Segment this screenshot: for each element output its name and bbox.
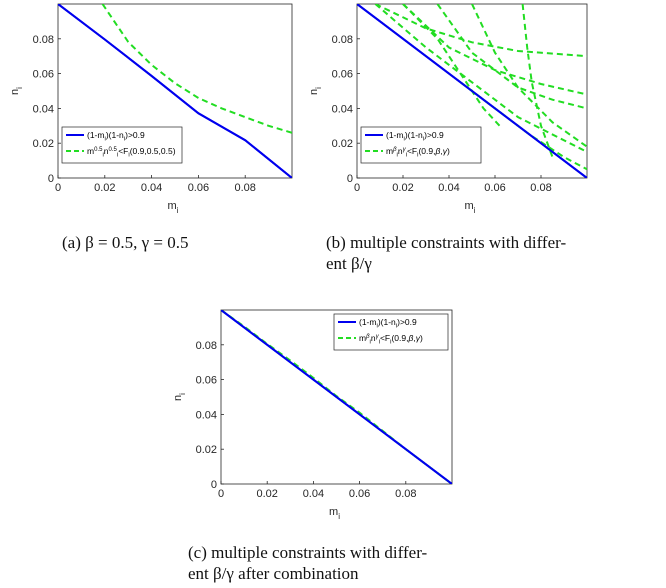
panel1-series-1-curve-4 xyxy=(471,4,587,148)
panel1-series-1-curve-6 xyxy=(402,4,501,127)
caption-a: (a) β = 0.5, γ = 0.5 xyxy=(62,232,188,253)
panel1-series-1-curve-3 xyxy=(374,4,587,153)
panel2-y-tick-label: 0.04 xyxy=(196,409,217,421)
panel0-y-tick-label: 0.06 xyxy=(33,69,54,81)
panel2-x-tick-label: 0.08 xyxy=(395,488,416,500)
panel0-x-tick-label: 0.06 xyxy=(188,182,209,194)
panel0-legend-label-0: (1-mi)(1-ni)>0.9 xyxy=(87,130,145,143)
panel2-legend-label-1: mβinγi<Fi(0.9,β,γ) xyxy=(359,333,423,346)
panel0-y-tick-label: 0.02 xyxy=(33,138,54,150)
panel2-y-tick-label: 0.02 xyxy=(196,444,217,456)
panel1-series-1-curve-5 xyxy=(521,4,554,158)
panel2-x-tick-label: 0.04 xyxy=(303,488,324,500)
panel2-y-axis-label: ni xyxy=(172,393,187,401)
panel1-series-1-curve-2 xyxy=(436,4,587,110)
panel0-y-tick-label: 0 xyxy=(48,173,54,185)
caption-c-line2: ent β/γ after combination xyxy=(188,564,359,583)
panel1-plot-area xyxy=(357,4,587,178)
panel1-series-1-curve-1 xyxy=(402,4,587,96)
panel0-x-tick-label: 0.02 xyxy=(94,182,115,194)
panel0-legend-label-1: m0.5in0.5i<Fi(0.9,0.5,0.5) xyxy=(87,146,176,159)
panel2-x-axis-label: mi xyxy=(329,506,340,521)
panel0-y-axis-label: ni xyxy=(9,87,24,95)
caption-c: (c) multiple constraints with differ- en… xyxy=(188,542,427,584)
panel1-legend-label-0: (1-mi)(1-ni)>0.9 xyxy=(386,130,444,143)
panel0-y-tick-label: 0.04 xyxy=(33,103,54,115)
caption-b-line2: ent β/γ xyxy=(326,254,372,273)
panel0-plot-area xyxy=(58,4,292,178)
panel2-y-tick-label: 0.06 xyxy=(196,375,217,387)
panel0-y-tick-label: 0.08 xyxy=(33,34,54,46)
panel1-y-tick-label: 0.08 xyxy=(332,34,353,46)
panel1-x-tick-label: 0.04 xyxy=(438,182,459,194)
panel0-legend-box xyxy=(61,126,183,164)
panel2-x-tick-label: 0.06 xyxy=(349,488,370,500)
panel1-series-1-curve-0 xyxy=(374,4,587,58)
panel0-series-0-line-top xyxy=(58,4,292,178)
panel2-legend-label-0: (1-mi)(1-ni)>0.9 xyxy=(359,317,417,330)
panel1-y-tick-label: 0.02 xyxy=(332,138,353,150)
panel1-series-0-line-top xyxy=(357,4,587,178)
panel1-y-tick-label: 0.06 xyxy=(332,69,353,81)
panel1-legend-box xyxy=(360,126,482,164)
panel2-y-tick-label: 0 xyxy=(211,479,217,491)
panel1-x-tick-label: 0 xyxy=(354,182,360,194)
panel0-x-axis-label: mi xyxy=(168,200,179,215)
panel1-x-tick-label: 0.02 xyxy=(392,182,413,194)
panel1-y-tick-label: 0.04 xyxy=(332,103,353,115)
panel2-series-0-line-top xyxy=(221,310,452,484)
panel0-x-tick-label: 0.08 xyxy=(234,182,255,194)
panel2-y-tick-label: 0.08 xyxy=(196,340,217,352)
panel1-y-axis-label: ni xyxy=(308,87,323,95)
panel2-plot-area xyxy=(221,310,452,484)
panel1-y-tick-label: 0 xyxy=(347,173,353,185)
panel0-series-1-line xyxy=(101,4,292,134)
panel2-x-tick-label: 0 xyxy=(218,488,224,500)
panel2-legend-box xyxy=(333,313,449,351)
panel1-x-tick-label: 0.06 xyxy=(484,182,505,194)
panel0-x-tick-label: 0.04 xyxy=(141,182,162,194)
caption-b: (b) multiple constraints with differ- en… xyxy=(326,232,566,274)
caption-b-line1: (b) multiple constraints with differ- xyxy=(326,233,567,252)
panel1-legend-label-1: mβinγi<Fi(0.9,β,γ) xyxy=(386,146,450,159)
panel2-x-tick-label: 0.02 xyxy=(256,488,277,500)
panel1-x-axis-label: mi xyxy=(465,200,476,215)
panel1-x-tick-label: 0.08 xyxy=(530,182,551,194)
caption-c-line1: (c) multiple constraints with differ- xyxy=(188,543,428,562)
panel0-x-tick-label: 0 xyxy=(55,182,61,194)
caption-a-line1: (a) β = 0.5, γ = 0.5 xyxy=(62,233,189,252)
